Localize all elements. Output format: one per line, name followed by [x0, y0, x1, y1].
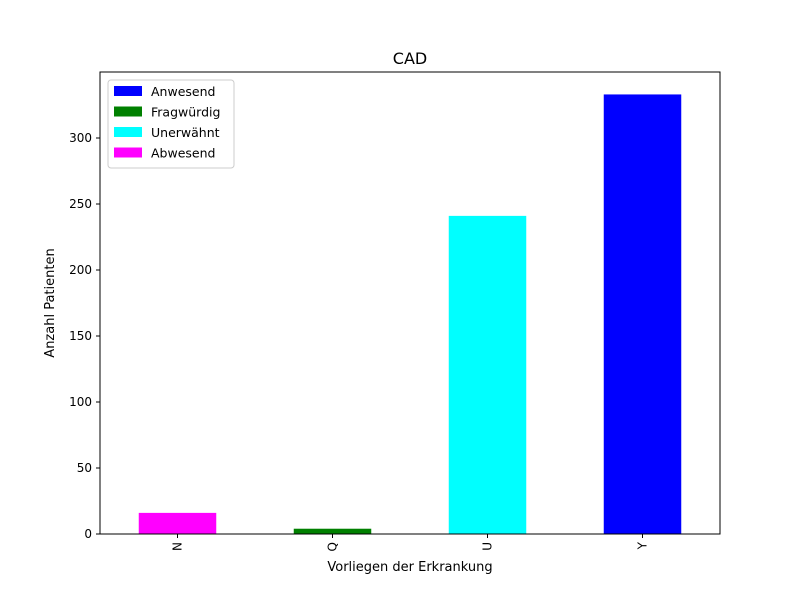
x-tick-label: Q [326, 542, 340, 551]
x-tick-label: N [171, 542, 185, 551]
bar-u [448, 215, 527, 534]
y-tick-label: 50 [77, 461, 92, 475]
y-tick-label: 300 [69, 131, 92, 145]
x-tick-label: U [481, 542, 495, 551]
bar-n [138, 512, 217, 534]
plot-frame [99, 71, 721, 535]
y-axis: 0 50 100 150 200 250 300 [69, 131, 100, 541]
y-tick-label: 200 [69, 263, 92, 277]
legend-swatch [114, 106, 142, 117]
bar-y [603, 94, 682, 534]
y-axis-label: Anzahl Patienten [43, 248, 58, 357]
bars-layer [138, 94, 682, 534]
bar-q [293, 528, 372, 534]
legend-label: Abwesend [151, 146, 215, 161]
legend-swatch [114, 86, 142, 96]
y-tick-label: 100 [69, 395, 92, 409]
legend-swatch [114, 127, 142, 137]
y-tick-label: 250 [69, 197, 92, 211]
legend-label: Anwesend [151, 84, 215, 99]
x-axis-label: Vorliegen der Erkrankung [327, 560, 492, 575]
legend-label: Fragwürdig [151, 105, 220, 120]
legend-label: Unerwähnt [151, 125, 220, 140]
legend: Anwesend Fragwürdig Unerwähnt Abwesend [107, 79, 235, 169]
y-tick-label: 0 [84, 527, 92, 541]
x-tick-label: Y [636, 541, 650, 550]
legend-box [107, 79, 235, 169]
legend-swatch [114, 147, 142, 158]
chart-title: CAD [393, 49, 427, 68]
y-tick-label: 150 [69, 329, 92, 343]
